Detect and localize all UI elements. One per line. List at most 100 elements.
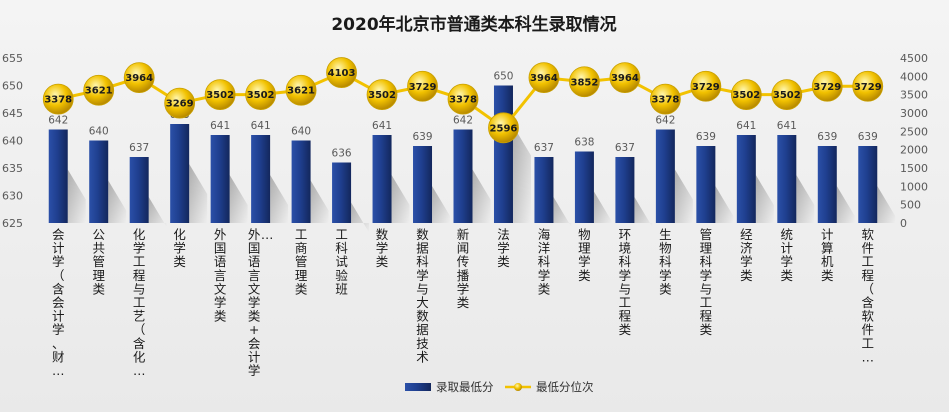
bar — [858, 146, 878, 223]
rank-data-label: 3378 — [651, 95, 679, 106]
bar-shadow — [877, 186, 896, 223]
bar — [777, 135, 797, 223]
bar — [170, 124, 190, 223]
rank-data-label: 3964 — [611, 73, 639, 84]
rank-data-label: 4103 — [328, 68, 356, 79]
rank-data-label: 3502 — [732, 90, 760, 101]
x-axis-category-label: 化学类 — [173, 227, 186, 269]
bar — [372, 135, 392, 223]
rank-marker — [447, 83, 479, 115]
bar-data-label: 641 — [736, 120, 756, 132]
right-axis: 0 500 1000 1500 2000 2500 3000 3500 4000 4500 — [900, 52, 928, 230]
rank-marker — [42, 83, 74, 115]
rank-data-label: 3729 — [409, 82, 437, 93]
x-axis-category-label: 工商管理类 — [295, 227, 308, 296]
bar — [655, 129, 675, 223]
right-axis-tick-label: 2500 — [900, 125, 928, 138]
rank-data-label: 3729 — [854, 82, 882, 93]
left-axis: 625 630 635 640 645 650 655 — [2, 52, 23, 230]
bar-shadow — [351, 202, 370, 233]
bar-shadow — [270, 175, 289, 223]
bar-data-label: 642 — [655, 115, 675, 127]
right-axis-tick-label: 3500 — [900, 89, 928, 102]
rank-marker — [488, 112, 519, 144]
x-axis-category-label: 新闻传播学类 — [457, 227, 470, 310]
bar-data-label: 636 — [332, 148, 352, 160]
bar-data-label: 639 — [413, 131, 433, 143]
rank-marker — [326, 57, 357, 88]
bar-data-label: 639 — [696, 131, 716, 143]
bar-data-label: 638 — [574, 137, 594, 149]
x-axis-category-label: 会计学（含会计学、财… — [52, 227, 65, 378]
bar-shadow — [512, 125, 531, 223]
rank-marker — [690, 70, 722, 102]
bar-data-label: 641 — [777, 120, 797, 132]
bar-data-label: 641 — [210, 120, 230, 132]
bar-data-label: 650 — [493, 71, 513, 83]
bar-data-label: 639 — [858, 131, 878, 143]
bar — [413, 146, 433, 223]
bar-shadows — [67, 125, 896, 233]
legend[interactable]: 录取最低分 最低分位次 — [405, 380, 594, 394]
bar-data-label: 637 — [534, 142, 554, 154]
x-axis-category-label: 外国语言文学类 — [214, 227, 227, 324]
rank-marker — [771, 79, 803, 110]
bar-data-label: 641 — [372, 120, 392, 132]
rank-data-label: 3729 — [813, 82, 841, 93]
left-axis-tick-label: 625 — [2, 217, 23, 230]
bar — [129, 157, 149, 223]
x-axis-category-label: 海洋科学类 — [538, 227, 551, 296]
bar-shadow — [593, 191, 612, 223]
bar-data-label: 637 — [129, 142, 149, 154]
legend-bar-label: 录取最低分 — [436, 380, 494, 394]
bar-shadow — [67, 169, 86, 223]
x-axis-category-label: 计算机类 — [821, 227, 834, 283]
left-axis-tick-label: 640 — [2, 135, 23, 148]
rank-data-label: 3502 — [247, 90, 275, 101]
bar — [817, 146, 837, 223]
rank-data-label: 3502 — [773, 90, 801, 101]
line-series: 3378 3621 3964 3269 3502 3502 3621 4103 3502 3729… — [42, 57, 884, 144]
rank-marker — [609, 62, 641, 94]
bar-shadow — [715, 186, 734, 223]
bar — [574, 151, 594, 223]
rank-data-label: 3502 — [368, 90, 396, 101]
bar — [493, 85, 513, 223]
bar — [696, 146, 716, 223]
rank-data-label: 3502 — [206, 90, 234, 101]
x-axis-category-label: 经济学类 — [740, 227, 753, 283]
bar — [291, 140, 311, 223]
left-axis-tick-label: 650 — [2, 80, 23, 93]
left-axis-tick-label: 645 — [2, 107, 23, 120]
rank-marker — [164, 87, 196, 119]
rank-data-label: 3964 — [530, 73, 558, 84]
x-axis-category-label: 管理科学与工程类 — [700, 227, 713, 337]
right-axis-tick-label: 2000 — [900, 144, 928, 157]
left-axis-tick-label: 635 — [2, 162, 23, 175]
x-axis-category-label: 外国语言文学类+会计学… — [248, 227, 274, 378]
right-axis-tick-label: 4000 — [900, 70, 928, 83]
rank-marker — [123, 62, 155, 94]
x-axis-category-label: 生物科学类 — [659, 227, 672, 296]
left-axis-tick-label: 630 — [2, 190, 23, 203]
rank-marker — [83, 74, 115, 106]
right-axis-tick-label: 1000 — [900, 180, 928, 193]
chart-title: 2020年北京市普通类本科生录取情况 — [331, 14, 616, 35]
rank-data-label: 3621 — [85, 86, 113, 97]
rank-data-label: 3852 — [571, 77, 599, 88]
bar-shadow — [391, 175, 410, 223]
rank-marker — [569, 66, 600, 98]
x-axis-category-label: 公共管理类 — [92, 227, 105, 296]
legend-line-label: 最低分位次 — [536, 380, 594, 394]
bar-shadow — [472, 169, 491, 223]
rank-data-label: 3378 — [449, 95, 477, 106]
bar-shadow — [755, 175, 774, 223]
bar — [453, 129, 473, 223]
legend-bar-swatch — [405, 383, 431, 391]
bar-data-label: 640 — [89, 126, 109, 138]
rank-marker — [852, 70, 884, 102]
x-axis-category-label: 环境科学与工程类 — [619, 227, 632, 337]
rank-data-label: 3964 — [125, 73, 153, 84]
rank-marker — [245, 79, 277, 110]
